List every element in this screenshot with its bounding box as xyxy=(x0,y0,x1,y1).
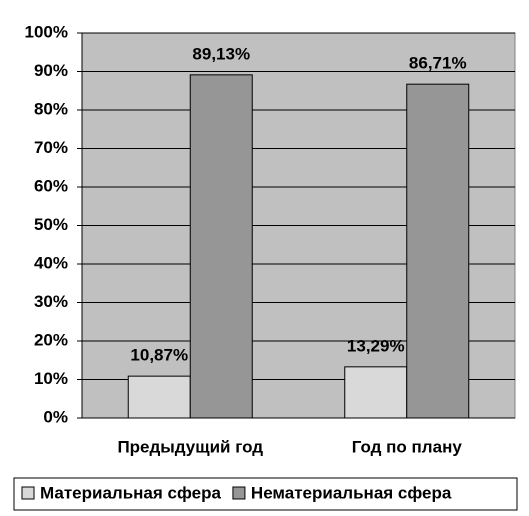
x-tick-label: Предыдущий год xyxy=(117,437,263,456)
y-tick-label: 40% xyxy=(34,253,68,272)
legend-box xyxy=(13,477,518,511)
legend-swatch xyxy=(21,486,35,500)
y-tick-label: 10% xyxy=(34,369,68,388)
y-tick-label: 0% xyxy=(43,407,68,426)
legend-swatch xyxy=(232,486,246,500)
data-label: 89,13% xyxy=(192,44,250,63)
y-tick-label: 70% xyxy=(34,138,68,157)
bar xyxy=(127,375,191,419)
y-tick-label: 20% xyxy=(34,330,68,349)
y-tick-label: 60% xyxy=(34,176,68,195)
data-label: 86,71% xyxy=(409,54,467,73)
data-label: 13,29% xyxy=(347,336,405,355)
y-tick-label: 30% xyxy=(34,292,68,311)
bar xyxy=(344,366,408,419)
x-tick-label: Год по плану xyxy=(352,437,463,456)
y-tick-label: 80% xyxy=(34,99,68,118)
y-tick-label: 100% xyxy=(25,22,68,41)
bar xyxy=(406,83,470,419)
legend-label: Материальная сфера xyxy=(40,483,221,502)
y-tick-label: 50% xyxy=(34,215,68,234)
legend-label: Нематериальная сфера xyxy=(251,483,452,502)
bar xyxy=(189,74,253,419)
y-tick-label: 90% xyxy=(34,61,68,80)
data-label: 10,87% xyxy=(130,346,188,365)
